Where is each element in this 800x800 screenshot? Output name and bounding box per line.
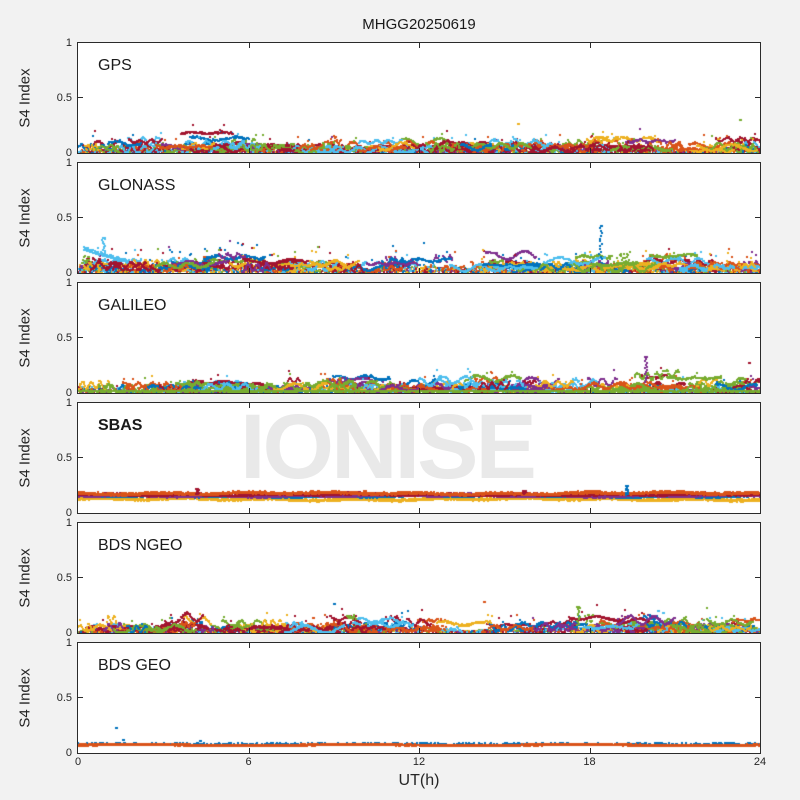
xtick-mark-top — [590, 163, 591, 168]
panel-label-bds-geo: BDS GEO — [98, 657, 171, 674]
y-axis-label: S4 Index — [16, 668, 34, 728]
xtick-label: 18 — [583, 756, 596, 768]
ytick-mark-left — [78, 457, 83, 458]
ytick-label: 1 — [65, 397, 72, 409]
ytick-label: 1 — [65, 277, 72, 289]
panel-bds-geo: BDS GEO — [77, 642, 761, 754]
xtick-mark-top — [590, 523, 591, 528]
x-axis-label: UT(h) — [398, 772, 440, 789]
xtick-mark-bottom — [590, 148, 591, 153]
xtick-mark-bottom — [419, 268, 420, 273]
xtick-mark-bottom — [419, 388, 420, 393]
panel-bds-ngeo: BDS NGEO — [77, 522, 761, 634]
xtick-mark-top — [249, 523, 250, 528]
panel-label-sbas: SBAS — [98, 417, 143, 434]
ytick-mark-right — [755, 457, 760, 458]
xtick-mark-top — [419, 163, 420, 168]
y-axis-label: S4 Index — [16, 308, 34, 368]
xtick-label: 24 — [753, 756, 767, 768]
xtick-mark-bottom — [590, 388, 591, 393]
y-axis-label: S4 Index — [16, 68, 34, 128]
ytick-mark-right — [755, 577, 760, 578]
xtick-mark-top — [249, 643, 250, 648]
xtick-mark-bottom — [590, 508, 591, 513]
chart-title: MHGG20250619 — [362, 16, 476, 33]
panel-glonass: GLONASS — [77, 162, 761, 274]
xtick-mark-bottom — [249, 268, 250, 273]
xtick-mark-top — [590, 403, 591, 408]
xtick-mark-top — [419, 43, 420, 48]
ytick-label: 0 — [65, 387, 72, 399]
xtick-mark-bottom — [419, 148, 420, 153]
ytick-label: 0 — [65, 507, 72, 519]
y-axis-label: S4 Index — [16, 428, 34, 488]
panel-galileo: GALILEO — [77, 282, 761, 394]
xtick-mark-bottom — [249, 628, 250, 633]
ytick-mark-left — [78, 577, 83, 578]
xtick-mark-top — [590, 643, 591, 648]
xtick-mark-top — [590, 283, 591, 288]
ytick-mark-left — [78, 217, 83, 218]
ytick-label: 0.5 — [56, 572, 72, 584]
ytick-label: 1 — [65, 637, 72, 649]
xtick-mark-bottom — [249, 508, 250, 513]
gps-scatter-canvas — [78, 43, 760, 153]
ytick-mark-right — [755, 97, 760, 98]
ytick-label: 0.5 — [56, 332, 72, 344]
xtick-label: 0 — [74, 756, 82, 768]
ytick-label: 0.5 — [56, 452, 72, 464]
ytick-label: 1 — [65, 37, 72, 49]
ytick-label: 0 — [65, 267, 72, 279]
ytick-label: 1 — [65, 157, 72, 169]
xtick-mark-bottom — [590, 268, 591, 273]
xtick-mark-bottom — [419, 628, 420, 633]
ytick-mark-left — [78, 337, 83, 338]
ytick-mark-left — [78, 697, 83, 698]
xtick-mark-top — [249, 403, 250, 408]
panel-label-gps: GPS — [98, 57, 132, 74]
ytick-mark-right — [755, 217, 760, 218]
ytick-label: 0 — [65, 627, 72, 639]
xtick-mark-top — [249, 163, 250, 168]
bds-geo-scatter-canvas — [78, 643, 760, 753]
xtick-mark-top — [419, 643, 420, 648]
ytick-label: 0.5 — [56, 692, 72, 704]
panel-gps: GPS — [77, 42, 761, 154]
panel-label-glonass: GLONASS — [98, 177, 176, 194]
ytick-mark-right — [755, 337, 760, 338]
xtick-mark-bottom — [590, 748, 591, 753]
xtick-mark-top — [419, 523, 420, 528]
y-axis-label: S4 Index — [16, 188, 34, 248]
ytick-label: 0 — [65, 147, 72, 159]
panel-label-bds-ngeo: BDS NGEO — [98, 537, 183, 554]
xtick-mark-bottom — [590, 628, 591, 633]
xtick-mark-bottom — [419, 508, 420, 513]
panel-sbas: SBAS — [77, 402, 761, 514]
xtick-mark-top — [249, 283, 250, 288]
xtick-mark-bottom — [249, 748, 250, 753]
ytick-label: 1 — [65, 517, 72, 529]
panel-label-galileo: GALILEO — [98, 297, 167, 314]
bds-ngeo-scatter-canvas — [78, 523, 760, 633]
xtick-mark-bottom — [249, 148, 250, 153]
xtick-mark-top — [249, 43, 250, 48]
glonass-scatter-canvas — [78, 163, 760, 273]
y-axis-label: S4 Index — [16, 548, 34, 608]
ytick-mark-left — [78, 97, 83, 98]
xtick-mark-top — [590, 43, 591, 48]
xtick-label: 12 — [412, 756, 426, 768]
galileo-scatter-canvas — [78, 283, 760, 393]
xtick-mark-top — [419, 403, 420, 408]
xtick-mark-bottom — [249, 388, 250, 393]
xtick-mark-top — [419, 283, 420, 288]
ytick-label: 0.5 — [56, 92, 72, 104]
sbas-scatter-canvas — [78, 403, 760, 513]
ytick-mark-right — [755, 697, 760, 698]
xtick-mark-bottom — [419, 748, 420, 753]
xtick-label: 6 — [245, 756, 252, 768]
ytick-label: 0 — [65, 747, 72, 759]
ytick-label: 0.5 — [56, 212, 72, 224]
